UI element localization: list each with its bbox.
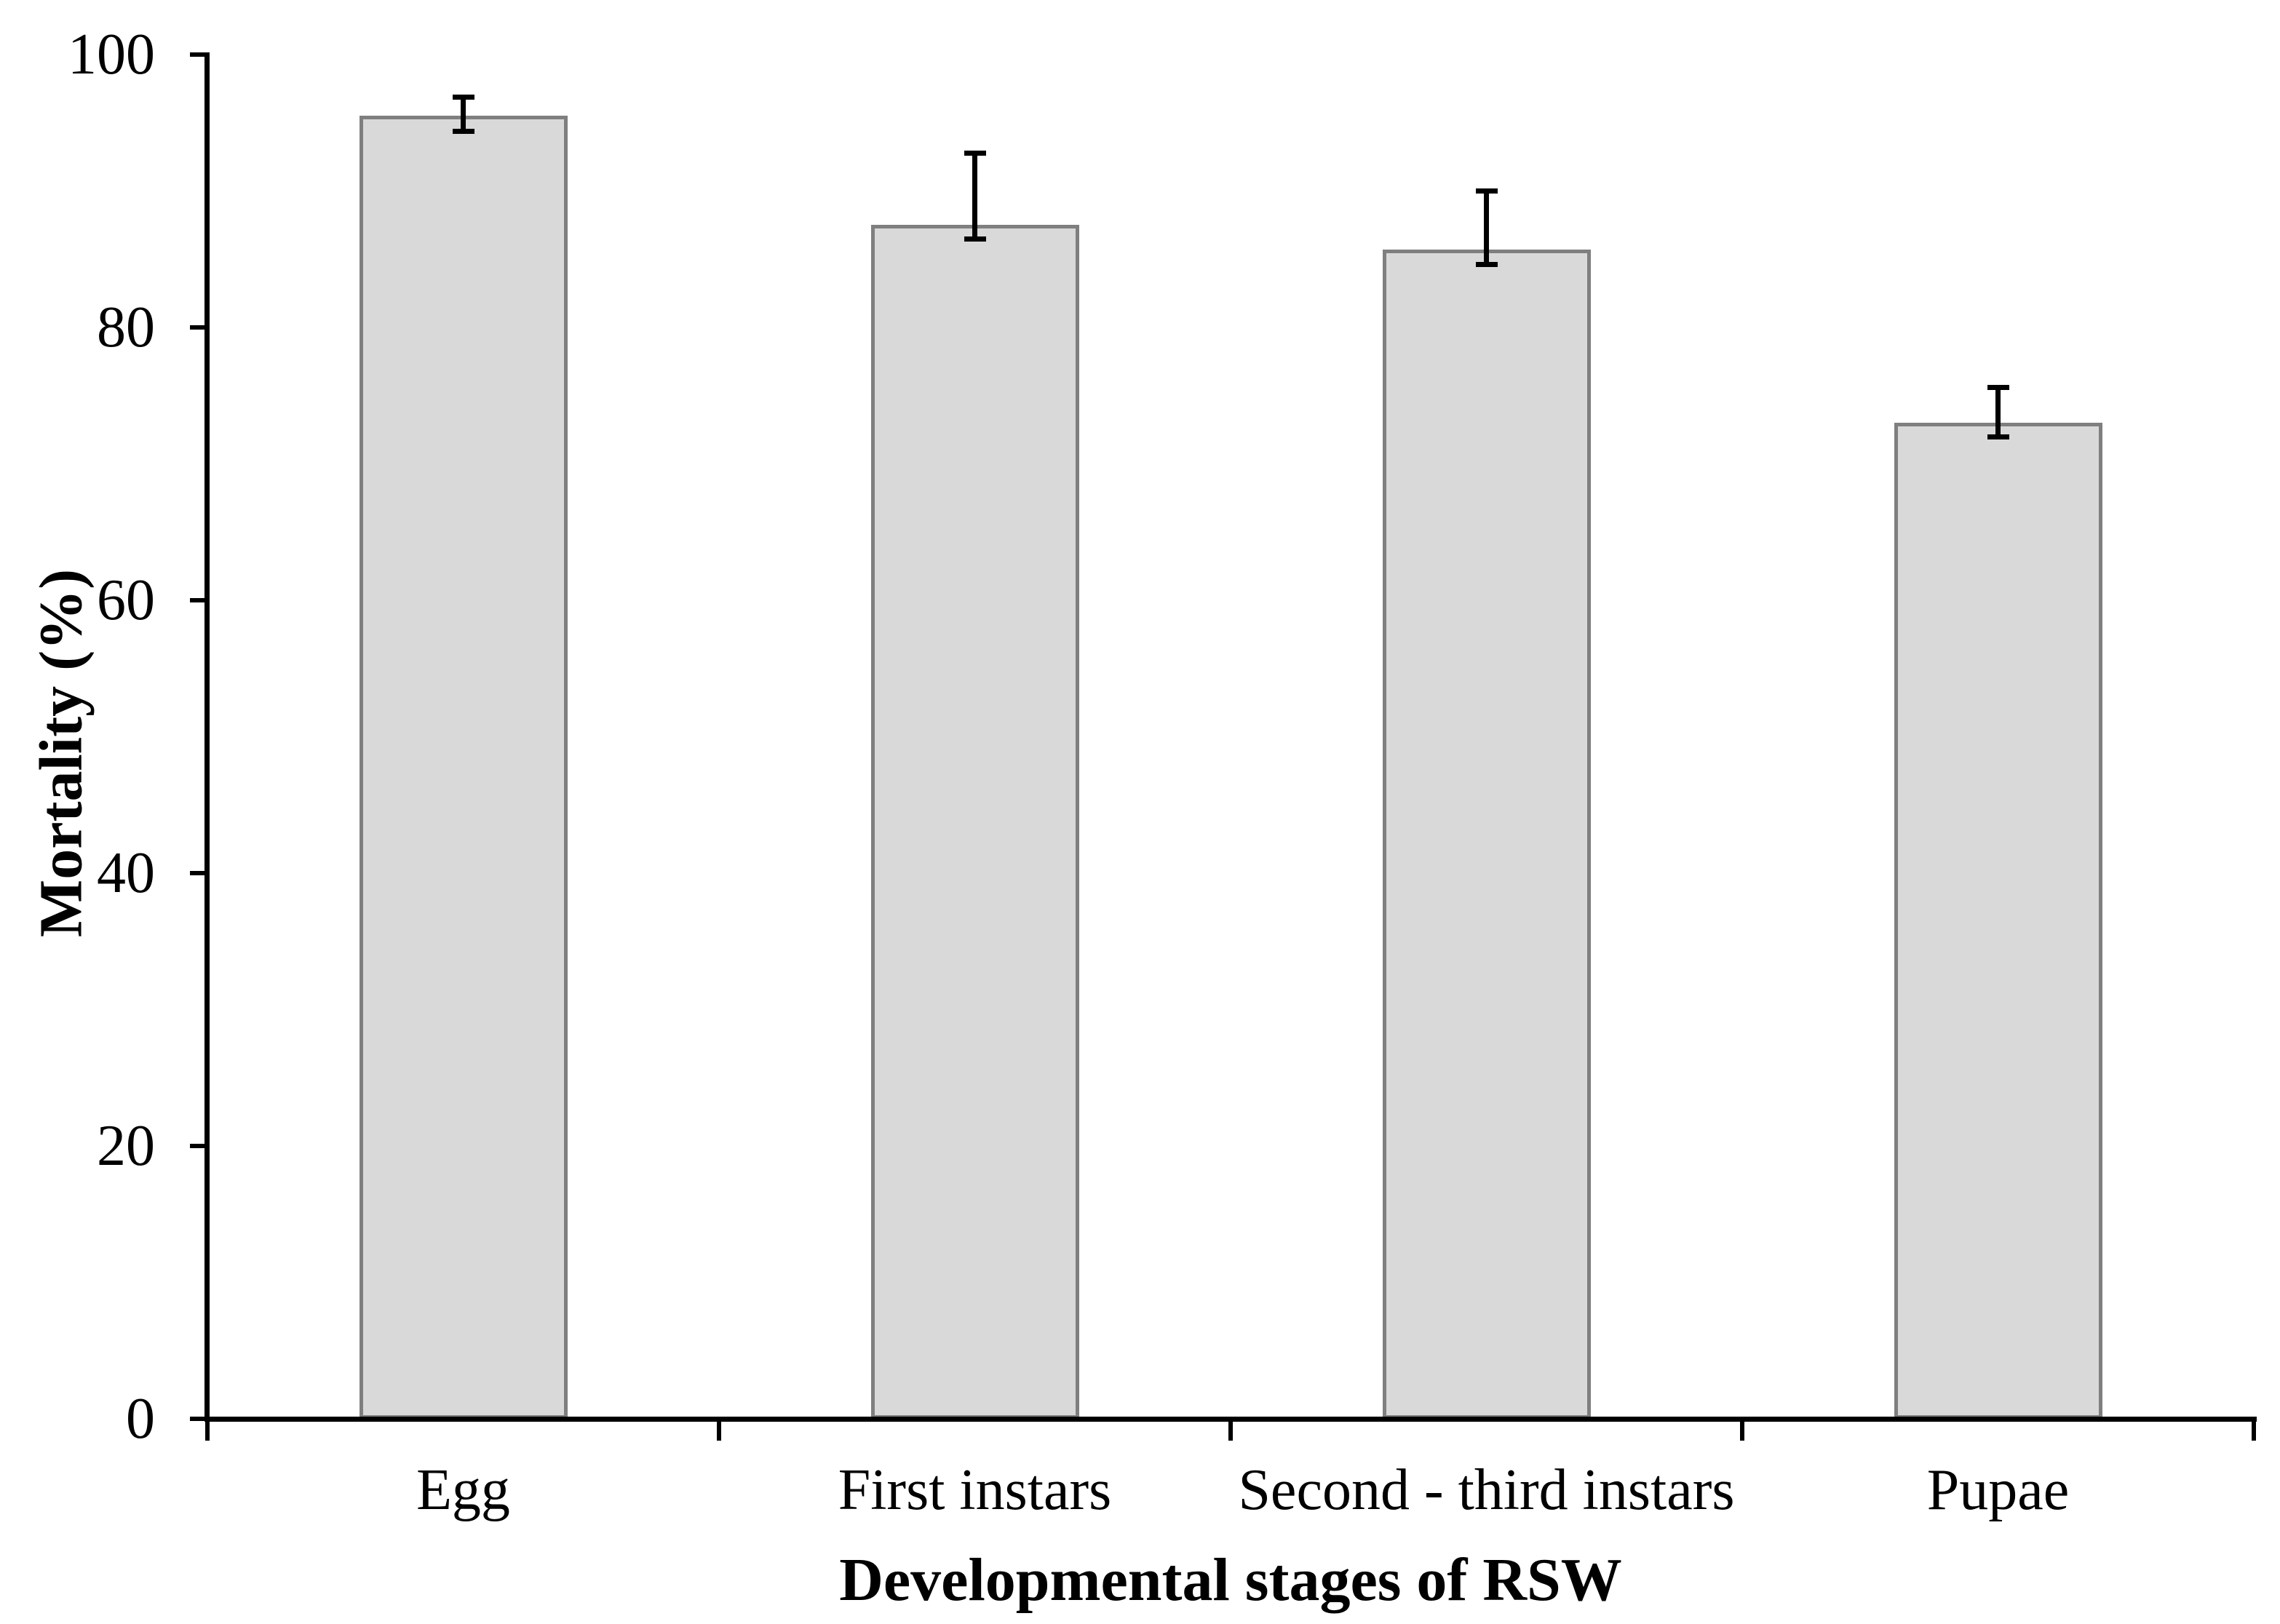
bar-egg — [359, 116, 568, 1419]
bar-second-third-instars — [1382, 250, 1591, 1419]
x-category-label-pupae: Pupae — [1926, 1458, 2070, 1522]
x-tick-4 — [2252, 1419, 2256, 1441]
x-axis-line — [204, 1417, 2257, 1422]
error-bar-lower-cap-first-instars — [964, 236, 986, 242]
y-tick-label-0: 0 — [126, 1387, 155, 1451]
y-tick-0 — [190, 1417, 207, 1421]
error-bar-upper-cap-pupae — [1987, 385, 2009, 390]
error-bar-first-instars — [972, 153, 977, 239]
y-tick-label-80: 80 — [97, 295, 155, 359]
bar-pupae — [1894, 423, 2102, 1419]
y-tick-label-40: 40 — [97, 841, 155, 905]
y-tick-40 — [190, 871, 207, 875]
error-bar-lower-cap-egg — [452, 128, 474, 134]
bar-first-instars — [870, 225, 1079, 1419]
y-tick-20 — [190, 1144, 207, 1148]
error-bar-second-third-instars — [1484, 191, 1489, 265]
error-bar-lower-cap-second-third-instars — [1475, 262, 1498, 268]
error-bar-egg — [461, 97, 466, 131]
y-tick-80 — [190, 325, 207, 330]
x-tick-0 — [205, 1419, 210, 1441]
y-tick-label-100: 100 — [68, 23, 155, 87]
y-tick-60 — [190, 598, 207, 602]
y-tick-100 — [190, 52, 207, 57]
y-tick-label-20: 20 — [97, 1114, 155, 1178]
error-bar-pupae — [1995, 387, 2001, 437]
y-tick-label-60: 60 — [97, 568, 155, 632]
y-axis-line — [204, 52, 210, 1422]
x-category-label-second-third-instars: Second - third instars — [1238, 1458, 1735, 1522]
error-bar-lower-cap-pupae — [1987, 434, 2009, 439]
error-bar-upper-cap-second-third-instars — [1475, 188, 1498, 194]
x-category-label-egg: Egg — [416, 1458, 510, 1522]
x-tick-1 — [717, 1419, 721, 1441]
x-tick-2 — [1228, 1419, 1233, 1441]
x-tick-3 — [1740, 1419, 1744, 1441]
error-bar-upper-cap-egg — [452, 94, 474, 100]
x-axis-title: Developmental stages of RSW — [839, 1546, 1622, 1614]
error-bar-upper-cap-first-instars — [964, 150, 986, 156]
x-category-label-first-instars: First instars — [838, 1458, 1112, 1522]
